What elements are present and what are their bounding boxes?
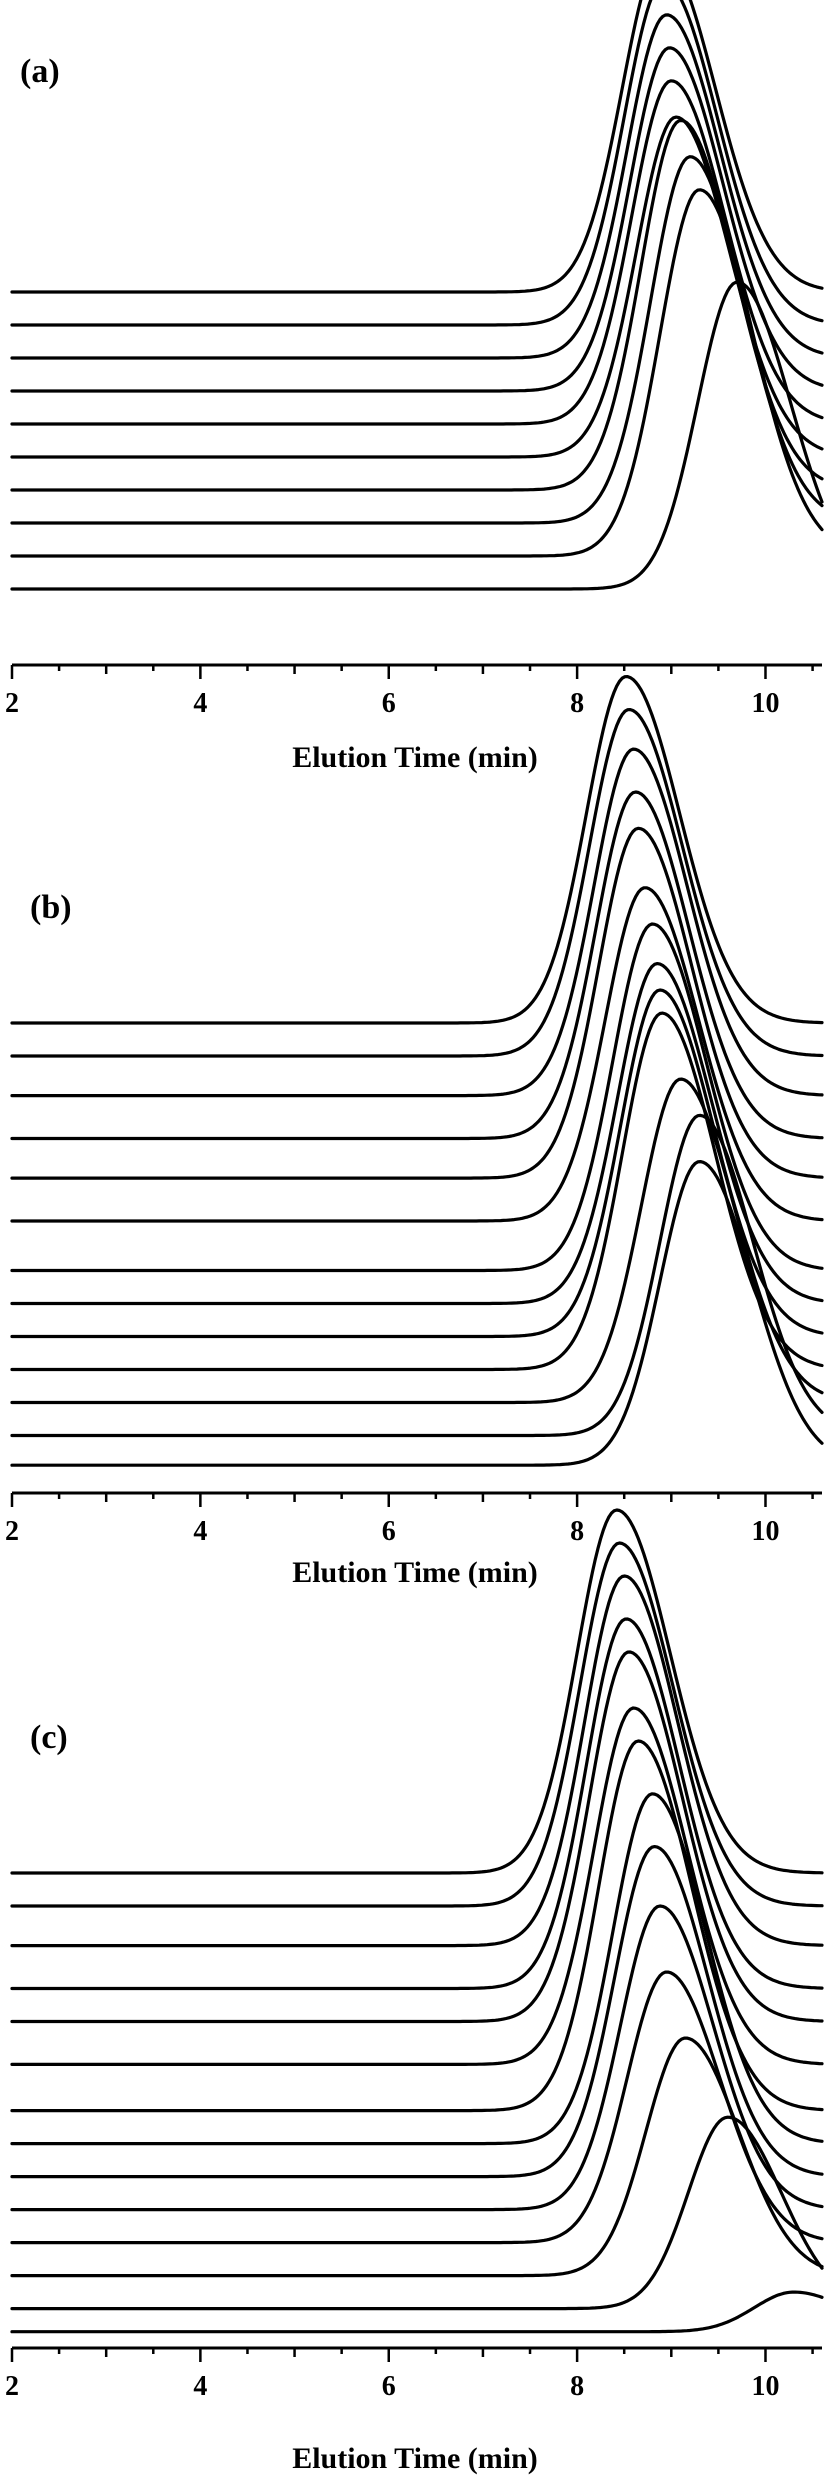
series-line (10, 2115, 824, 2311)
series-line (10, 1508, 824, 1875)
panel-b: (b) 2 4 6 8 10 Elution Time (min) (5, 675, 824, 1589)
x-tick-label: 4 (193, 688, 207, 719)
series-line (10, 1970, 824, 2245)
series-line (10, 1011, 824, 1372)
series-line (10, 1904, 824, 2212)
x-axis: 2 4 6 8 10 (5, 2346, 822, 2402)
series-line (10, 2036, 824, 2278)
series-line (10, 280, 824, 591)
series-line (10, 1617, 824, 1991)
series-line (10, 1160, 824, 1467)
series-line (10, 1845, 824, 2179)
x-tick-label: 10 (751, 688, 779, 719)
series-line (10, 115, 824, 459)
x-axis-title: Elution Time (min) (292, 741, 538, 774)
series-line (10, 1113, 824, 1438)
x-axis-title: Elution Time (min) (292, 2442, 538, 2475)
x-tick-label: 6 (382, 2371, 396, 2402)
x-tick-label: 8 (570, 2371, 584, 2402)
x-tick-label: 2 (5, 688, 19, 719)
x-tick-label: 2 (5, 1516, 19, 1547)
traces (10, 0, 824, 591)
x-axis: 2 4 6 8 10 (5, 663, 822, 719)
traces (10, 675, 824, 1467)
x-axis-title: Elution Time (min) (292, 1556, 538, 1589)
panel-label: (c) (30, 1719, 68, 1756)
series-line (10, 188, 824, 558)
series-line (10, 675, 824, 1025)
series-line (10, 2290, 824, 2334)
series-line (10, 1574, 824, 1948)
series-line (10, 46, 824, 393)
series-line (10, 922, 824, 1273)
panel-label: (a) (20, 53, 60, 90)
traces (10, 1508, 824, 2334)
series-line (10, 790, 824, 1141)
x-tick-label: 10 (751, 1516, 779, 1547)
series-line (10, 118, 824, 492)
series-line (10, 1541, 824, 1908)
series-line (10, 886, 824, 1223)
x-tick-label: 8 (570, 688, 584, 719)
series-line (10, 1739, 824, 2113)
x-tick-label: 2 (5, 2371, 19, 2402)
panel-a: (a) 2 4 6 8 10 Elution Time (min) (5, 0, 824, 774)
series-line (10, 0, 824, 327)
series-line (10, 826, 824, 1180)
series-line (10, 1077, 824, 1405)
series-line (10, 708, 824, 1058)
series-line (10, 79, 824, 426)
series-line (10, 155, 824, 525)
x-tick-label: 6 (382, 1516, 396, 1547)
x-tick-label: 6 (382, 688, 396, 719)
series-line (10, 1706, 824, 2066)
series-line (10, 13, 824, 360)
panel-c: (c) 2 4 6 8 10 Elution Time (min) (5, 1508, 824, 2475)
x-axis: 2 4 6 8 10 (5, 1491, 822, 1547)
series-line (10, 1650, 824, 2024)
x-tick-label: 4 (193, 2371, 207, 2402)
panel-label: (b) (30, 889, 72, 926)
x-tick-label: 10 (751, 2371, 779, 2402)
series-line (10, 747, 824, 1098)
x-tick-label: 4 (193, 1516, 207, 1547)
series-line (10, 988, 824, 1339)
series-line (10, 0, 824, 294)
series-line (10, 962, 824, 1306)
x-tick-label: 8 (570, 1516, 584, 1547)
